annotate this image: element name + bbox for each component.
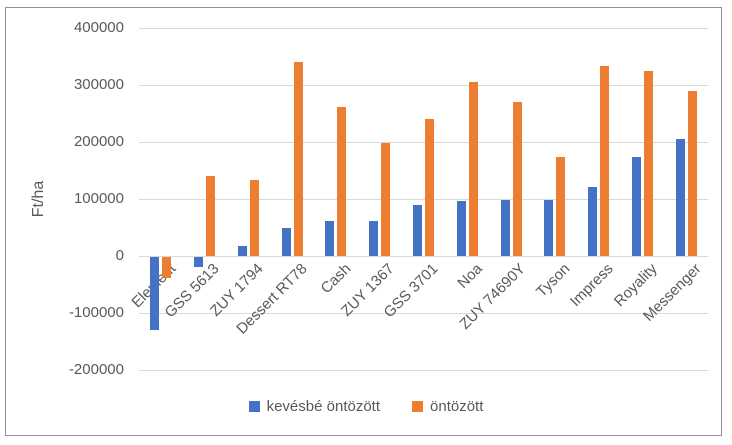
gridline bbox=[139, 142, 708, 143]
gridline bbox=[139, 370, 708, 371]
gridline bbox=[139, 85, 708, 86]
bar-series2 bbox=[162, 257, 171, 278]
gridline bbox=[139, 28, 708, 29]
bar-series1 bbox=[501, 200, 510, 256]
legend-item: kevésbé öntözött bbox=[248, 398, 381, 415]
bar-series1 bbox=[457, 201, 466, 256]
gridline bbox=[139, 199, 708, 200]
legend-label: kevésbé öntözött bbox=[266, 398, 381, 415]
bar-series2 bbox=[644, 71, 653, 256]
bar-series2 bbox=[513, 102, 522, 256]
bar-series1 bbox=[238, 246, 247, 256]
bar-series1 bbox=[194, 257, 203, 267]
bar-series2 bbox=[337, 107, 346, 256]
bar-series1 bbox=[588, 187, 597, 256]
bar-series1 bbox=[282, 228, 291, 256]
y-tick-label: 200000 bbox=[73, 133, 124, 150]
bar-series2 bbox=[294, 62, 303, 256]
y-tick-label: -100000 bbox=[68, 304, 124, 321]
y-tick-label: -200000 bbox=[68, 361, 124, 378]
legend-swatch bbox=[412, 401, 424, 412]
y-tick-label: 0 bbox=[115, 247, 124, 264]
bar-series1 bbox=[632, 157, 641, 256]
bar-series1 bbox=[544, 200, 553, 256]
bar-series2 bbox=[381, 143, 390, 256]
legend-item: öntözött bbox=[412, 398, 483, 415]
bar-series2 bbox=[250, 180, 259, 256]
bar-series2 bbox=[688, 91, 697, 256]
bar-series1 bbox=[325, 221, 334, 256]
legend-swatch bbox=[248, 401, 260, 412]
bar-series2 bbox=[556, 157, 565, 256]
bar-series2 bbox=[425, 119, 434, 256]
bar-series1 bbox=[413, 205, 422, 256]
legend-label: öntözött bbox=[430, 398, 484, 415]
bar-series2 bbox=[600, 66, 609, 256]
bar-series2 bbox=[469, 82, 478, 256]
bar-series2 bbox=[206, 176, 215, 256]
legend: kevésbé öntözött öntözött bbox=[0, 398, 732, 415]
y-tick-label: 400000 bbox=[73, 19, 124, 36]
bar-series1 bbox=[369, 221, 378, 256]
x-axis-line bbox=[139, 256, 708, 257]
bar-series1 bbox=[676, 139, 685, 256]
y-tick-label: 100000 bbox=[73, 190, 124, 207]
gridline bbox=[139, 313, 708, 314]
y-tick-label: 300000 bbox=[73, 76, 124, 93]
bar-series1 bbox=[150, 257, 159, 330]
